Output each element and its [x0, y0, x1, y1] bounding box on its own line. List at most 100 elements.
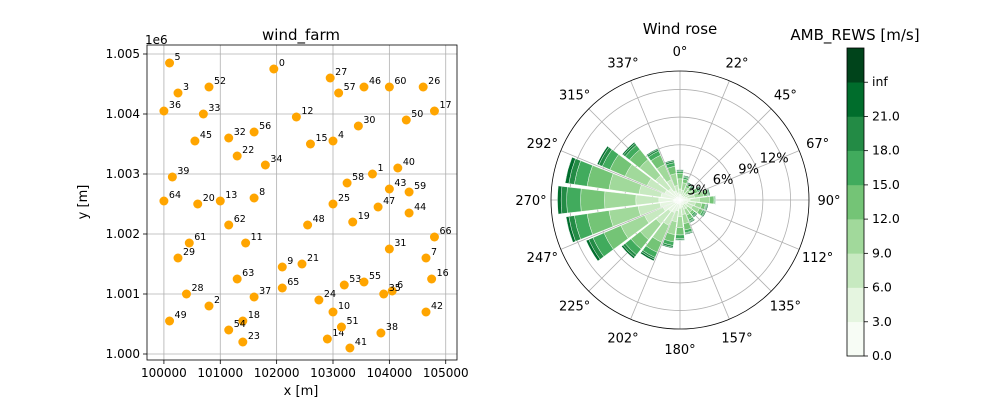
- turbine-marker: 11: [241, 232, 263, 248]
- direction-label: 337°: [607, 56, 638, 71]
- wind-rose-sector: [675, 199, 685, 241]
- wind-rose-bar-segment: [707, 188, 711, 196]
- y-tick-label: 1.000: [106, 347, 140, 361]
- turbine-label: 5: [175, 52, 181, 63]
- angular-gridline: [679, 80, 730, 201]
- turbine-marker: 6: [387, 280, 403, 296]
- angular-gridline: [630, 199, 681, 320]
- turbine-point: [277, 283, 287, 293]
- turbine-label: 4: [338, 130, 344, 141]
- wind-farm-scatter-plot: wind_farm 1e6 100000 101000 102000 103000 10…: [76, 26, 469, 399]
- wind-rose-bar-segment: [684, 231, 694, 235]
- y-axis-label: y [m]: [76, 185, 91, 220]
- turbine-label: 33: [208, 103, 220, 114]
- radial-tick-label: 9%: [738, 162, 759, 177]
- direction-label: 90°: [817, 194, 840, 209]
- turbine-point: [249, 292, 259, 302]
- angular-gridline: [679, 199, 730, 320]
- turbine-label: 44: [414, 202, 426, 213]
- wind-rose-bar-segment: [687, 181, 692, 186]
- colorbar-tick-label: 18.0: [872, 143, 900, 158]
- turbine-label: 8: [259, 187, 265, 198]
- turbine-point: [184, 238, 194, 248]
- angular-gridline: [560, 150, 681, 201]
- turbine-marker: 41: [345, 337, 367, 353]
- turbine-marker: 34: [260, 154, 282, 170]
- direction-label: 0°: [673, 45, 688, 60]
- turbine-marker: 61: [184, 232, 206, 248]
- turbine-label: 49: [175, 310, 187, 321]
- turbine-label: 41: [355, 337, 367, 348]
- turbine-point: [353, 121, 363, 131]
- turbine-marker: 9: [277, 256, 293, 272]
- direction-label: 157°: [721, 332, 752, 347]
- turbine-marker: 64: [159, 190, 181, 206]
- turbine-point: [328, 307, 338, 317]
- turbine-point: [373, 202, 383, 212]
- turbine-point: [297, 259, 307, 269]
- turbine-marker: 63: [232, 268, 254, 284]
- turbine-label: 6: [397, 280, 403, 291]
- wind-rose-bar-segment: [683, 175, 690, 178]
- turbine-label: 64: [169, 190, 181, 201]
- wind-rose-sector: [679, 175, 690, 201]
- turbine-marker: 53: [339, 274, 361, 290]
- wind-rose-bar-segment: [701, 210, 707, 218]
- turbine-marker: 15: [305, 133, 328, 149]
- turbine-point: [159, 106, 169, 116]
- angular-gridline: [560, 199, 681, 250]
- wind-rose-title: Wind rose: [643, 20, 718, 38]
- turbine-point: [165, 316, 175, 326]
- turbine-point: [328, 136, 338, 146]
- turbine-marker: 66: [429, 226, 452, 242]
- turbine-label: 26: [428, 76, 440, 87]
- direction-label: 112°: [802, 251, 833, 266]
- colorbar-frame: [846, 47, 865, 357]
- turbine-point: [334, 88, 344, 98]
- turbine-point: [241, 238, 251, 248]
- wind-rose-bar-segment: [675, 239, 685, 241]
- wind-rose-bar-segment: [692, 212, 698, 218]
- turbine-marker: 37: [249, 286, 271, 302]
- wind-rose-sector: [679, 199, 696, 224]
- wind-rose-bar-segment: [604, 191, 637, 209]
- colorbar-tick-label: 21.0: [872, 108, 900, 123]
- turbine-marker: 24: [314, 289, 336, 305]
- turbine-label: 59: [414, 181, 426, 192]
- wind-rose-sector: [621, 199, 681, 259]
- turbine-marker: 55: [359, 271, 381, 287]
- wind-rose-bar-segment: [557, 185, 563, 215]
- turbine-point: [328, 199, 338, 209]
- turbine-point: [314, 295, 324, 305]
- colorbar-cell: [847, 150, 864, 186]
- turbine-label: 28: [191, 283, 203, 294]
- wind-rose-sector: [585, 199, 681, 262]
- turbine-label: 14: [332, 328, 344, 339]
- turbine-label: 22: [242, 145, 254, 156]
- turbine-marker: 28: [181, 283, 204, 299]
- turbine-marker: 14: [322, 328, 344, 344]
- wind-rose-bar-segment: [580, 188, 606, 212]
- angular-gridline: [679, 108, 772, 201]
- wind-rose-bar-segment: [676, 173, 684, 180]
- wind-rose-bar-segment: [664, 159, 675, 164]
- turbine-label: 34: [270, 154, 282, 165]
- turbine-label: 52: [214, 76, 226, 87]
- direction-label: 135°: [770, 299, 801, 314]
- radial-tick-label: 12%: [760, 152, 789, 167]
- turbine-point: [224, 220, 234, 230]
- turbine-point: [384, 82, 394, 92]
- x-tick-label: 104000: [366, 366, 412, 380]
- turbine-marker: 5: [165, 52, 181, 68]
- turbine-label: 45: [200, 130, 212, 141]
- turbine-marker: 59: [404, 181, 426, 197]
- turbine-point: [393, 163, 403, 173]
- turbine-marker: 31: [384, 238, 406, 254]
- turbine-point: [401, 115, 411, 125]
- turbine-label: 53: [349, 274, 361, 285]
- wind-rose-bar-segment: [689, 218, 696, 224]
- wind-rose-sector: [679, 185, 702, 201]
- turbine-label: 66: [439, 226, 451, 237]
- y-tick-label: 1.003: [106, 167, 140, 181]
- wind-rose-sector: [679, 188, 711, 201]
